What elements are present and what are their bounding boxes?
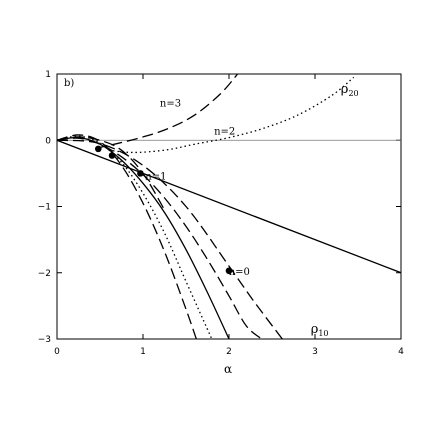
curve-label: n=2 xyxy=(214,126,235,137)
y-tick-label: 0 xyxy=(45,136,51,146)
series-line-9 xyxy=(108,76,355,154)
region-label: ρ20 xyxy=(341,82,359,98)
x-axis-title: α xyxy=(224,362,232,376)
series-line-2 xyxy=(57,136,230,339)
y-tick-label: −2 xyxy=(38,269,51,279)
series-line-1 xyxy=(57,139,401,274)
x-tick-label: 4 xyxy=(398,347,404,357)
y-tick-label: −1 xyxy=(38,203,51,213)
curve-label: n=3 xyxy=(160,98,181,109)
data-point-marker xyxy=(225,267,233,275)
data-point-marker xyxy=(137,170,144,177)
curve-label: n=0 xyxy=(229,267,250,278)
x-tick-label: 0 xyxy=(54,347,60,357)
y-tick-label: −3 xyxy=(38,335,51,345)
curve-label: n=1 xyxy=(145,171,166,182)
plot-area: 0 1 2 3 4 1 0 −1 −2 −3 n=3 n=2 n=1 n=0 ρ20 ρ10 xyxy=(38,70,404,357)
series-group xyxy=(57,74,401,339)
series-line-7 xyxy=(57,136,166,211)
x-tick-label: 2 xyxy=(226,347,232,357)
series-line-6 xyxy=(57,139,283,339)
x-tick-label: 1 xyxy=(140,347,146,357)
series-line-4 xyxy=(57,134,197,339)
panel-label: b) xyxy=(64,78,74,89)
region-label: ρ10 xyxy=(311,322,329,338)
data-point-marker xyxy=(94,145,102,153)
series-line-8 xyxy=(95,74,239,149)
x-tick-label: 3 xyxy=(312,347,318,357)
y-tick-label: 1 xyxy=(45,70,51,80)
data-point-marker xyxy=(108,152,116,159)
